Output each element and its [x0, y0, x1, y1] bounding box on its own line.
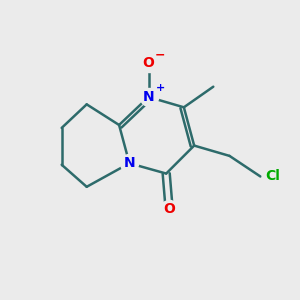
Text: O: O: [142, 56, 154, 70]
Text: N: N: [124, 156, 135, 170]
Text: +: +: [156, 83, 166, 93]
Text: N: N: [143, 90, 154, 104]
Text: Cl: Cl: [265, 169, 280, 184]
Text: O: O: [163, 202, 175, 216]
Text: −: −: [154, 48, 165, 62]
